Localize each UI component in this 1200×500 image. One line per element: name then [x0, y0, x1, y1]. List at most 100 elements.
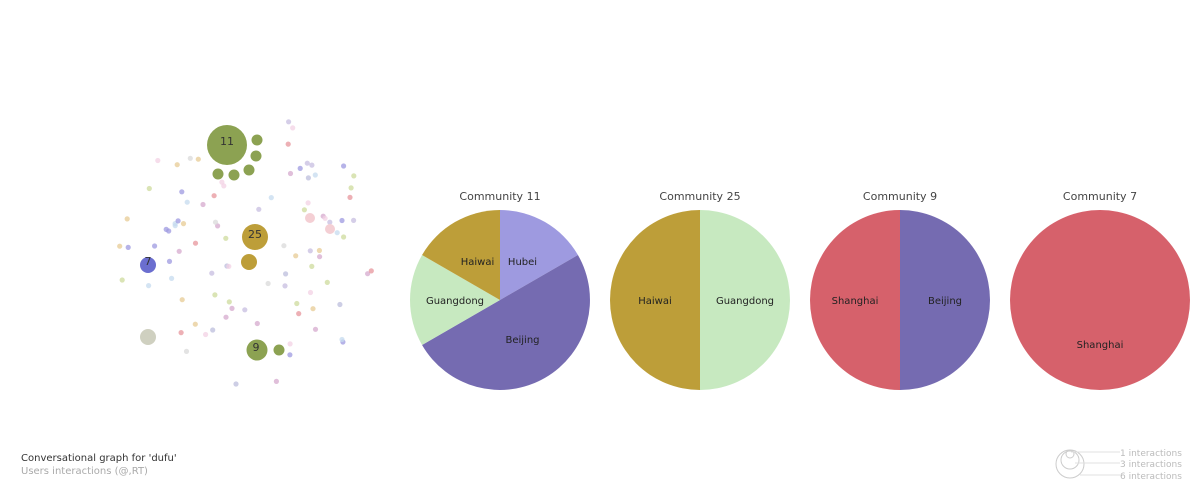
graph-node — [229, 305, 235, 311]
graph-node — [305, 175, 311, 181]
graph-node — [287, 352, 293, 358]
graph-node — [341, 234, 347, 240]
graph-node — [351, 217, 357, 223]
graph-node — [192, 321, 198, 327]
graph-node — [305, 213, 315, 223]
graph-node — [294, 300, 300, 307]
community-node-label: 11 — [220, 135, 234, 148]
graph-node — [124, 216, 130, 222]
graph-node — [327, 219, 333, 225]
graph-node — [304, 160, 310, 166]
pie-slice-label: Beijing — [505, 335, 539, 346]
graph-node — [347, 194, 353, 200]
pie-title: Community 9 — [863, 190, 937, 203]
graph-node — [268, 195, 274, 201]
graph-node — [286, 119, 292, 125]
graph-node — [309, 162, 315, 168]
pie-slice-label: Beijing — [928, 296, 962, 307]
graph-node — [325, 224, 335, 234]
pie-slice-shanghai — [1010, 210, 1190, 390]
graph-node — [180, 221, 187, 227]
graph-node — [307, 248, 313, 254]
pie-slice-label: Haiwai — [638, 296, 672, 307]
graph-node-community — [246, 339, 268, 361]
graph-node-community — [243, 164, 255, 176]
graph-node — [282, 283, 288, 289]
graph-node-community — [273, 344, 285, 356]
graph-node — [172, 223, 178, 229]
graph-node — [195, 156, 201, 162]
graph-node — [310, 306, 316, 312]
graph-node — [176, 248, 182, 254]
community-node-label: 9 — [253, 341, 260, 354]
pie-community-0: Community 11 Hubei Beijing Guangdong Haiwai — [410, 190, 590, 390]
pie-title: Community 7 — [1063, 190, 1137, 203]
graph-node — [117, 243, 123, 249]
legend-label-3: 6 interactions — [1120, 472, 1182, 482]
community-pies: Community 11HubeiBeijingGuangdongHaiwaiC… — [410, 190, 1190, 390]
graph-node — [307, 289, 314, 296]
graph-node — [184, 199, 190, 205]
graph-node — [226, 299, 232, 305]
graph-node-community — [250, 150, 262, 162]
graph-node — [155, 157, 161, 164]
caption-title: Conversational graph for 'dufu' — [21, 453, 177, 464]
graph-node — [200, 201, 206, 208]
graph-node — [368, 268, 374, 274]
legend-circle-small — [1065, 449, 1075, 459]
graph-node — [312, 326, 319, 332]
graph-node — [296, 311, 302, 317]
graph-node — [312, 172, 318, 178]
graph-node — [341, 163, 347, 169]
graph-node — [293, 253, 299, 259]
graph-node — [334, 230, 340, 236]
graph-node — [309, 263, 315, 269]
graph-node — [226, 263, 232, 269]
graph-node — [178, 330, 184, 336]
size-legend: 1 interactions 3 interactions 6 interact… — [1055, 449, 1182, 482]
pie-slice-haiwai — [422, 210, 500, 300]
graph-node — [297, 165, 303, 171]
graph-node — [175, 218, 181, 224]
graph-node — [339, 217, 345, 224]
conversation-graph: 11 25 9 7 — [117, 119, 374, 387]
graph-node-community — [140, 257, 156, 273]
graph-node — [192, 240, 199, 246]
graph-node — [301, 207, 307, 213]
pie-slice-label: Haiwai — [461, 257, 495, 268]
graph-node — [125, 244, 131, 250]
caption: Conversational graph for 'dufu' Users in… — [21, 452, 191, 478]
pie-slice-label: Guangdong — [426, 296, 484, 307]
community-node-label: 25 — [248, 228, 262, 241]
graph-node — [163, 226, 169, 232]
graph-node — [169, 275, 175, 281]
pie-slice-label: Guangdong — [716, 296, 774, 307]
graph-node — [287, 170, 294, 177]
graph-node — [281, 243, 287, 249]
legend-circle-medium — [1060, 450, 1080, 470]
pie-slice-haiwai — [610, 210, 700, 390]
graph-node-community — [212, 168, 224, 180]
pie-slice-label: Hubei — [508, 257, 537, 268]
graph-node — [119, 277, 125, 283]
graph-node — [187, 155, 193, 161]
legend-label-1: 1 interactions — [1120, 449, 1182, 459]
legend-circle-large — [1055, 449, 1085, 479]
graph-node — [174, 162, 180, 168]
graph-node-community — [140, 329, 156, 345]
graph-node — [221, 183, 227, 189]
graph-node — [242, 307, 248, 313]
graph-node — [339, 336, 345, 343]
graph-node — [305, 200, 311, 206]
graph-node — [287, 341, 293, 347]
graph-node — [316, 247, 322, 254]
graph-node — [223, 314, 229, 320]
graph-node — [324, 279, 330, 285]
pie-slice-beijing — [422, 255, 590, 390]
graph-node — [351, 173, 357, 179]
pie-community-3: Community 7 Shanghai — [1010, 190, 1190, 390]
pie-community-1: Community 25 Guangdong Haiwai — [610, 190, 790, 390]
graph-node — [212, 219, 219, 225]
graph-node — [209, 270, 215, 276]
